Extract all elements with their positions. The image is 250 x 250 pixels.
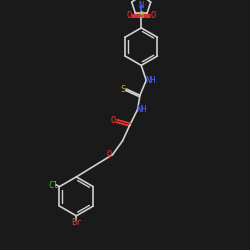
Text: O: O — [107, 150, 112, 159]
Text: O: O — [151, 12, 156, 20]
Text: NH: NH — [146, 76, 156, 85]
Text: O: O — [111, 116, 116, 126]
Text: NH: NH — [137, 105, 147, 114]
Text: S: S — [120, 84, 126, 94]
Text: Br: Br — [71, 218, 82, 226]
Text: O: O — [126, 12, 132, 20]
Text: S: S — [138, 12, 144, 20]
Text: N: N — [138, 1, 144, 10]
Text: Cl: Cl — [49, 181, 59, 190]
